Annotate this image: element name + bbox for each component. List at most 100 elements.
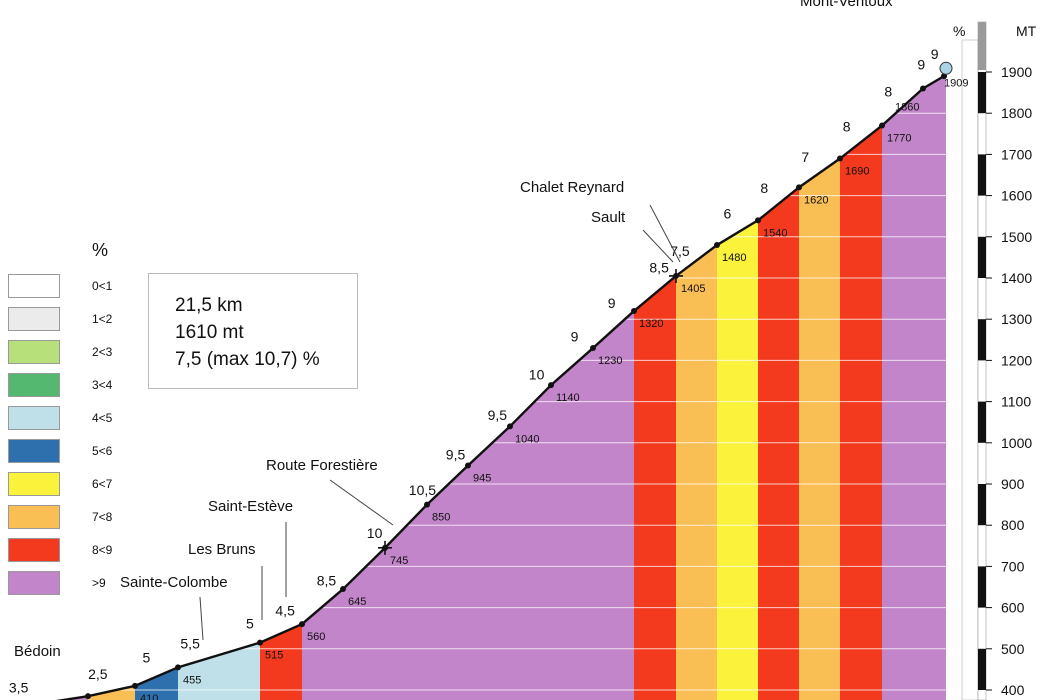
stats-gradient: 7,5 (max 10,7) %: [175, 349, 320, 370]
gradient-segment: [717, 220, 758, 700]
climb-stats-box: 21,5 km 1610 mt 7,5 (max 10,7) %: [148, 273, 358, 389]
place-label: Les Bruns: [188, 541, 256, 558]
legend-swatch: [8, 472, 60, 496]
legend-swatch: [8, 538, 60, 562]
profile-line-group: [55, 61, 953, 700]
axis-band: [978, 319, 986, 361]
altitude-label: 560: [307, 631, 325, 643]
gradient-segment: [799, 158, 840, 700]
altitude-label: 1540: [763, 227, 787, 239]
axis-band: [978, 401, 986, 443]
axis-band: [978, 648, 986, 690]
legend-label: 3<4: [92, 378, 113, 392]
gradient-label: 9: [571, 328, 579, 344]
stats-distance: 21,5 km: [175, 295, 243, 316]
gradient-label: 8,5: [317, 573, 337, 589]
km-marker: [507, 423, 513, 430]
altitude-label: 1770: [887, 133, 911, 145]
altitude-label: 455: [183, 674, 201, 686]
axis-tick-label: 1900: [1001, 64, 1032, 80]
axis-tick-label: 1000: [1001, 435, 1032, 451]
axis-tick-label: 1500: [1001, 229, 1032, 245]
gradient-label: 10,5: [409, 482, 436, 498]
legend-label: 8<9: [92, 543, 113, 557]
place-label: Bédoin: [14, 643, 61, 660]
place-leader-line: [649, 204, 681, 263]
altitude-label: 945: [473, 472, 491, 484]
legend-label: 6<7: [92, 477, 113, 491]
legend-item: 6<7: [8, 472, 148, 498]
km-marker: [299, 621, 305, 628]
altitude-label: 410: [140, 693, 158, 700]
axis-tick-label: 1600: [1001, 188, 1032, 204]
axis-unit-label: MT: [1016, 23, 1037, 39]
gradient-segment: [882, 68, 946, 700]
gradient-label: 9: [917, 57, 925, 73]
altitude-axis: 400 500 600 700 800 900 1000 1100 1200 1300 1400 15…: [953, 21, 1037, 700]
legend-swatch: [8, 373, 60, 397]
legend-swatch: [8, 274, 60, 298]
legend-item: 1<2: [8, 307, 148, 333]
km-marker: [755, 217, 761, 224]
gradient-label: 5: [246, 616, 254, 632]
gradient-segment: [302, 310, 634, 700]
axis-tick-label: 900: [1001, 476, 1025, 492]
gradient-segment: [135, 667, 178, 700]
legend-item: 5<6: [8, 439, 148, 465]
km-marker: [590, 345, 596, 352]
axis-band: [978, 236, 986, 278]
gradient-label: 2,5: [88, 666, 108, 682]
gradient-label: 10: [529, 366, 545, 382]
place-leader-line: [642, 229, 674, 263]
stats-climb: 1610 mt: [175, 322, 244, 343]
place-label: Sainte-Colombe: [120, 574, 228, 591]
altitude-label: 1405: [681, 283, 705, 295]
altitude-label: 1690: [845, 166, 869, 178]
km-marker: [257, 639, 263, 646]
place-label: Route Forestière: [266, 457, 378, 474]
legend-label: 7<8: [92, 510, 113, 524]
place-leader-line: [199, 596, 204, 641]
gradient-label: 3,5: [9, 679, 29, 695]
km-marker: [340, 586, 346, 593]
gradient-label: 5,5: [180, 635, 200, 651]
km-marker: [837, 155, 843, 162]
km-marker: [920, 85, 926, 92]
axis-tick-label: 1400: [1001, 270, 1032, 286]
gradient-segment: [758, 187, 799, 700]
percent-column: [961, 39, 979, 700]
percent-column-header: %: [953, 23, 965, 39]
gradient-label: 9: [931, 46, 939, 62]
altitude-label: 1320: [639, 318, 663, 330]
gradient-label: 8: [884, 84, 892, 100]
gradient-label: 4,5: [275, 603, 295, 619]
altitude-label: 1480: [722, 252, 746, 264]
altitude-label: 1909: [944, 77, 968, 89]
altitude-label: 645: [348, 596, 366, 608]
place-leader-line: [329, 479, 394, 526]
gradient-segment: [676, 245, 717, 700]
gradient-label: 9,5: [488, 407, 508, 423]
gradient-label: 8,5: [649, 259, 669, 275]
summit-marker: [939, 61, 953, 75]
legend-item: 7<8: [8, 505, 148, 531]
gradient-label: 6: [724, 206, 732, 222]
km-marker: [424, 501, 430, 508]
km-marker: [796, 184, 802, 191]
gradient-label: 10: [367, 525, 383, 541]
km-marker: [465, 462, 471, 469]
altitude-label: 850: [432, 512, 450, 524]
legend-item: 0<1: [8, 274, 148, 300]
altitude-label: 1230: [598, 355, 622, 367]
place-label: Mont-Ventoux: [800, 0, 893, 10]
legend-swatch: [8, 505, 60, 529]
junction-marker: [669, 268, 683, 283]
altitude-label: 745: [390, 555, 408, 567]
gradient-segment: [260, 624, 302, 700]
km-marker: [879, 122, 885, 129]
km-marker: [175, 664, 181, 671]
place-label: Chalet Reynard: [520, 179, 624, 196]
gradient-label: 9,5: [446, 446, 466, 462]
altitude-label: 1140: [556, 392, 580, 404]
km-marker: [548, 382, 554, 389]
